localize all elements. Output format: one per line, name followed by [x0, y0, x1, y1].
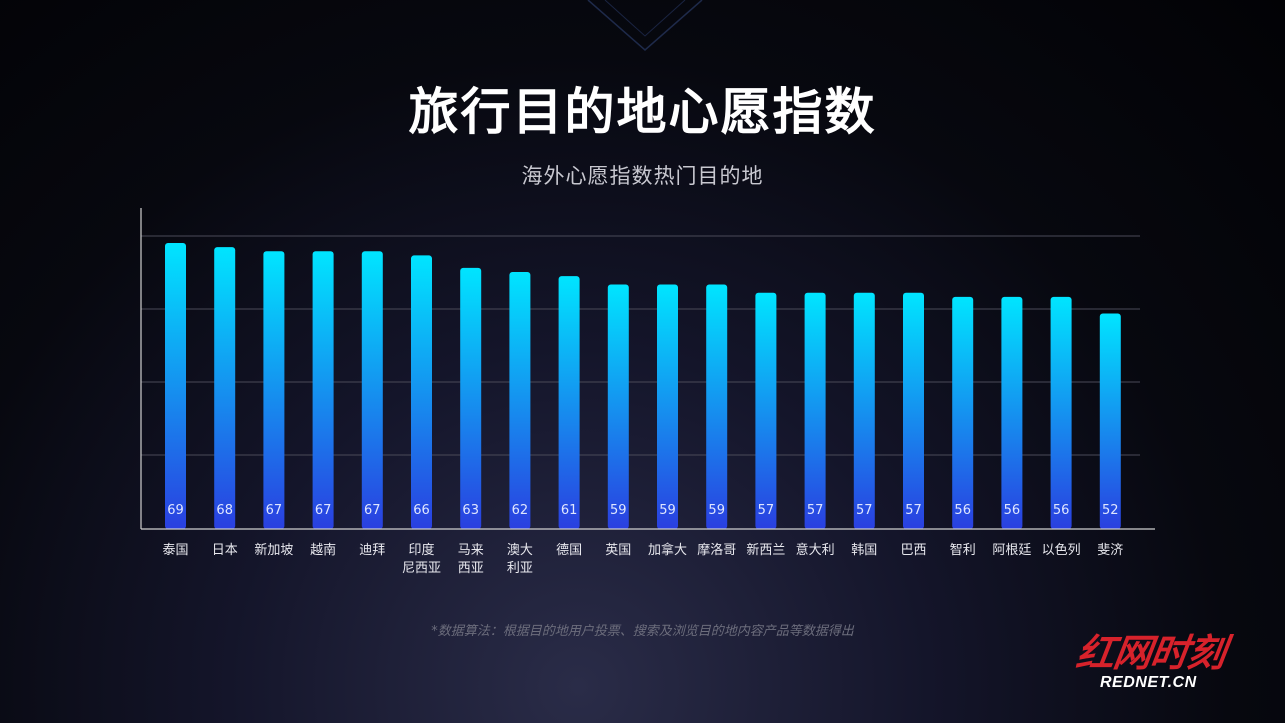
- data-label: 69: [167, 503, 184, 518]
- category-label: 泰国: [162, 543, 188, 558]
- category-label: 日本: [212, 543, 238, 558]
- bar: [853, 292, 875, 529]
- category-label: 斐济: [1097, 543, 1123, 558]
- data-label: 62: [512, 503, 529, 518]
- data-label: 67: [364, 503, 381, 518]
- category-label: 利亚: [507, 561, 533, 576]
- bar: [361, 251, 383, 529]
- bar: [607, 284, 629, 529]
- category-label: 马来: [458, 543, 484, 558]
- category-label: 尼西亚: [402, 561, 441, 576]
- category-label: 德国: [556, 543, 582, 558]
- data-label: 59: [610, 503, 627, 518]
- data-label: 57: [856, 503, 873, 518]
- data-label: 67: [266, 503, 283, 518]
- data-label: 57: [758, 503, 775, 518]
- category-label: 阿根廷: [992, 543, 1031, 558]
- category-label: 英国: [605, 543, 631, 558]
- bar: [657, 284, 678, 529]
- data-label: 56: [1053, 503, 1070, 518]
- category-label: 澳大: [507, 542, 533, 558]
- data-label: 61: [561, 503, 578, 518]
- data-label: 66: [413, 503, 430, 518]
- data-label: 63: [462, 503, 479, 518]
- category-label: 以色列: [1042, 542, 1081, 558]
- category-label: 韩国: [851, 543, 877, 558]
- category-label: 意大利: [796, 542, 835, 558]
- category-label: 智利: [950, 543, 976, 558]
- data-label: 59: [708, 503, 725, 518]
- bar: [312, 251, 334, 529]
- bar: [558, 276, 580, 529]
- bar: [214, 247, 236, 529]
- bar: [952, 296, 974, 529]
- data-label: 57: [807, 503, 824, 518]
- data-label: 56: [954, 503, 971, 518]
- category-label: 印度: [408, 542, 434, 558]
- data-label: 67: [315, 503, 332, 518]
- rednet-url: REDNET.CN: [1100, 674, 1197, 691]
- category-label: 新加坡: [254, 542, 293, 558]
- bar: [509, 272, 531, 529]
- data-footnote: *数据算法：根据目的地用户投票、搜索及浏览目的地内容产品等数据得出: [431, 624, 854, 639]
- category-label: 巴西: [900, 543, 926, 558]
- bar: [804, 292, 826, 529]
- page-title: 旅行目的地心愿指数: [408, 83, 877, 141]
- page-subtitle: 海外心愿指数热门目的地: [521, 164, 764, 188]
- category-label: 迪拜: [359, 543, 385, 558]
- category-label: 摩洛哥: [697, 542, 736, 558]
- data-label: 52: [1102, 503, 1119, 518]
- bar: [460, 267, 482, 529]
- bar: [903, 292, 924, 529]
- rednet-logo: 红网时刻: [1073, 631, 1228, 675]
- category-label: 加拿大: [648, 542, 687, 558]
- bar: [411, 255, 432, 529]
- bar: [755, 292, 777, 529]
- data-label: 57: [905, 503, 922, 518]
- bar: [706, 284, 728, 529]
- data-label: 68: [216, 503, 233, 518]
- category-label: 新西兰: [746, 542, 785, 558]
- bar: [1001, 296, 1023, 529]
- category-label: 越南: [310, 542, 336, 558]
- data-label: 59: [659, 503, 676, 518]
- bar: [165, 243, 186, 529]
- bar: [1099, 313, 1121, 529]
- data-label: 56: [1004, 503, 1021, 518]
- category-label: 西亚: [458, 561, 484, 576]
- bar: [263, 251, 285, 529]
- bar: [1050, 296, 1072, 529]
